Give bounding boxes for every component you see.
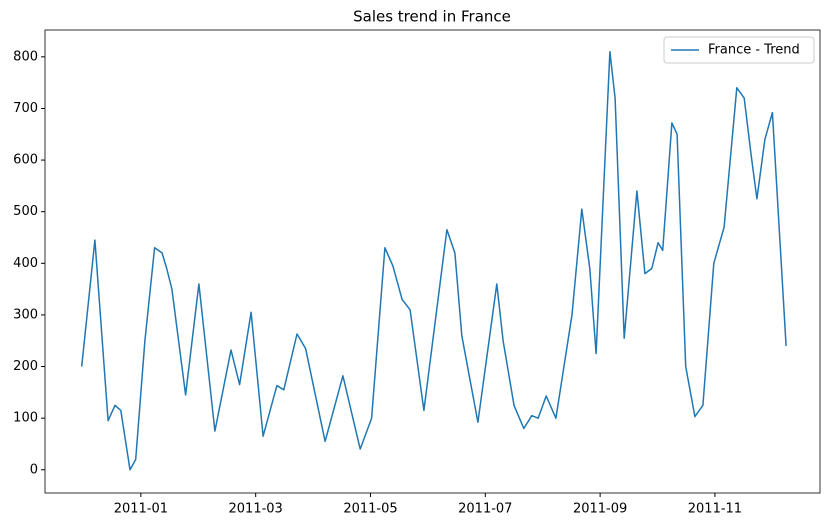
y-tick-label: 100 xyxy=(13,411,38,426)
y-tick-label: 0 xyxy=(30,462,38,477)
x-tick-label: 2011-09 xyxy=(573,502,627,517)
legend-box xyxy=(663,36,815,64)
x-tick-label: 2011-07 xyxy=(458,502,512,517)
y-tick-label: 500 xyxy=(13,204,38,219)
y-tick-label: 400 xyxy=(13,256,38,271)
y-tick-label: 600 xyxy=(13,153,38,168)
line xyxy=(80,50,787,471)
x-tick-label: 2011-11 xyxy=(688,502,742,517)
y-tick-label: 800 xyxy=(13,49,38,64)
x-tick-label: 2011-01 xyxy=(114,502,168,517)
y-tick-label: 300 xyxy=(13,307,38,322)
y-tick-label: 700 xyxy=(13,101,38,116)
chart-title: Sales trend in France xyxy=(353,8,511,26)
x-tick-label: 2011-03 xyxy=(229,502,283,517)
y-tick-label: 200 xyxy=(13,359,38,374)
x-tick-label: 2011-05 xyxy=(343,502,397,517)
legend-label: France - Trend xyxy=(708,43,800,58)
plot-frame xyxy=(44,29,821,494)
